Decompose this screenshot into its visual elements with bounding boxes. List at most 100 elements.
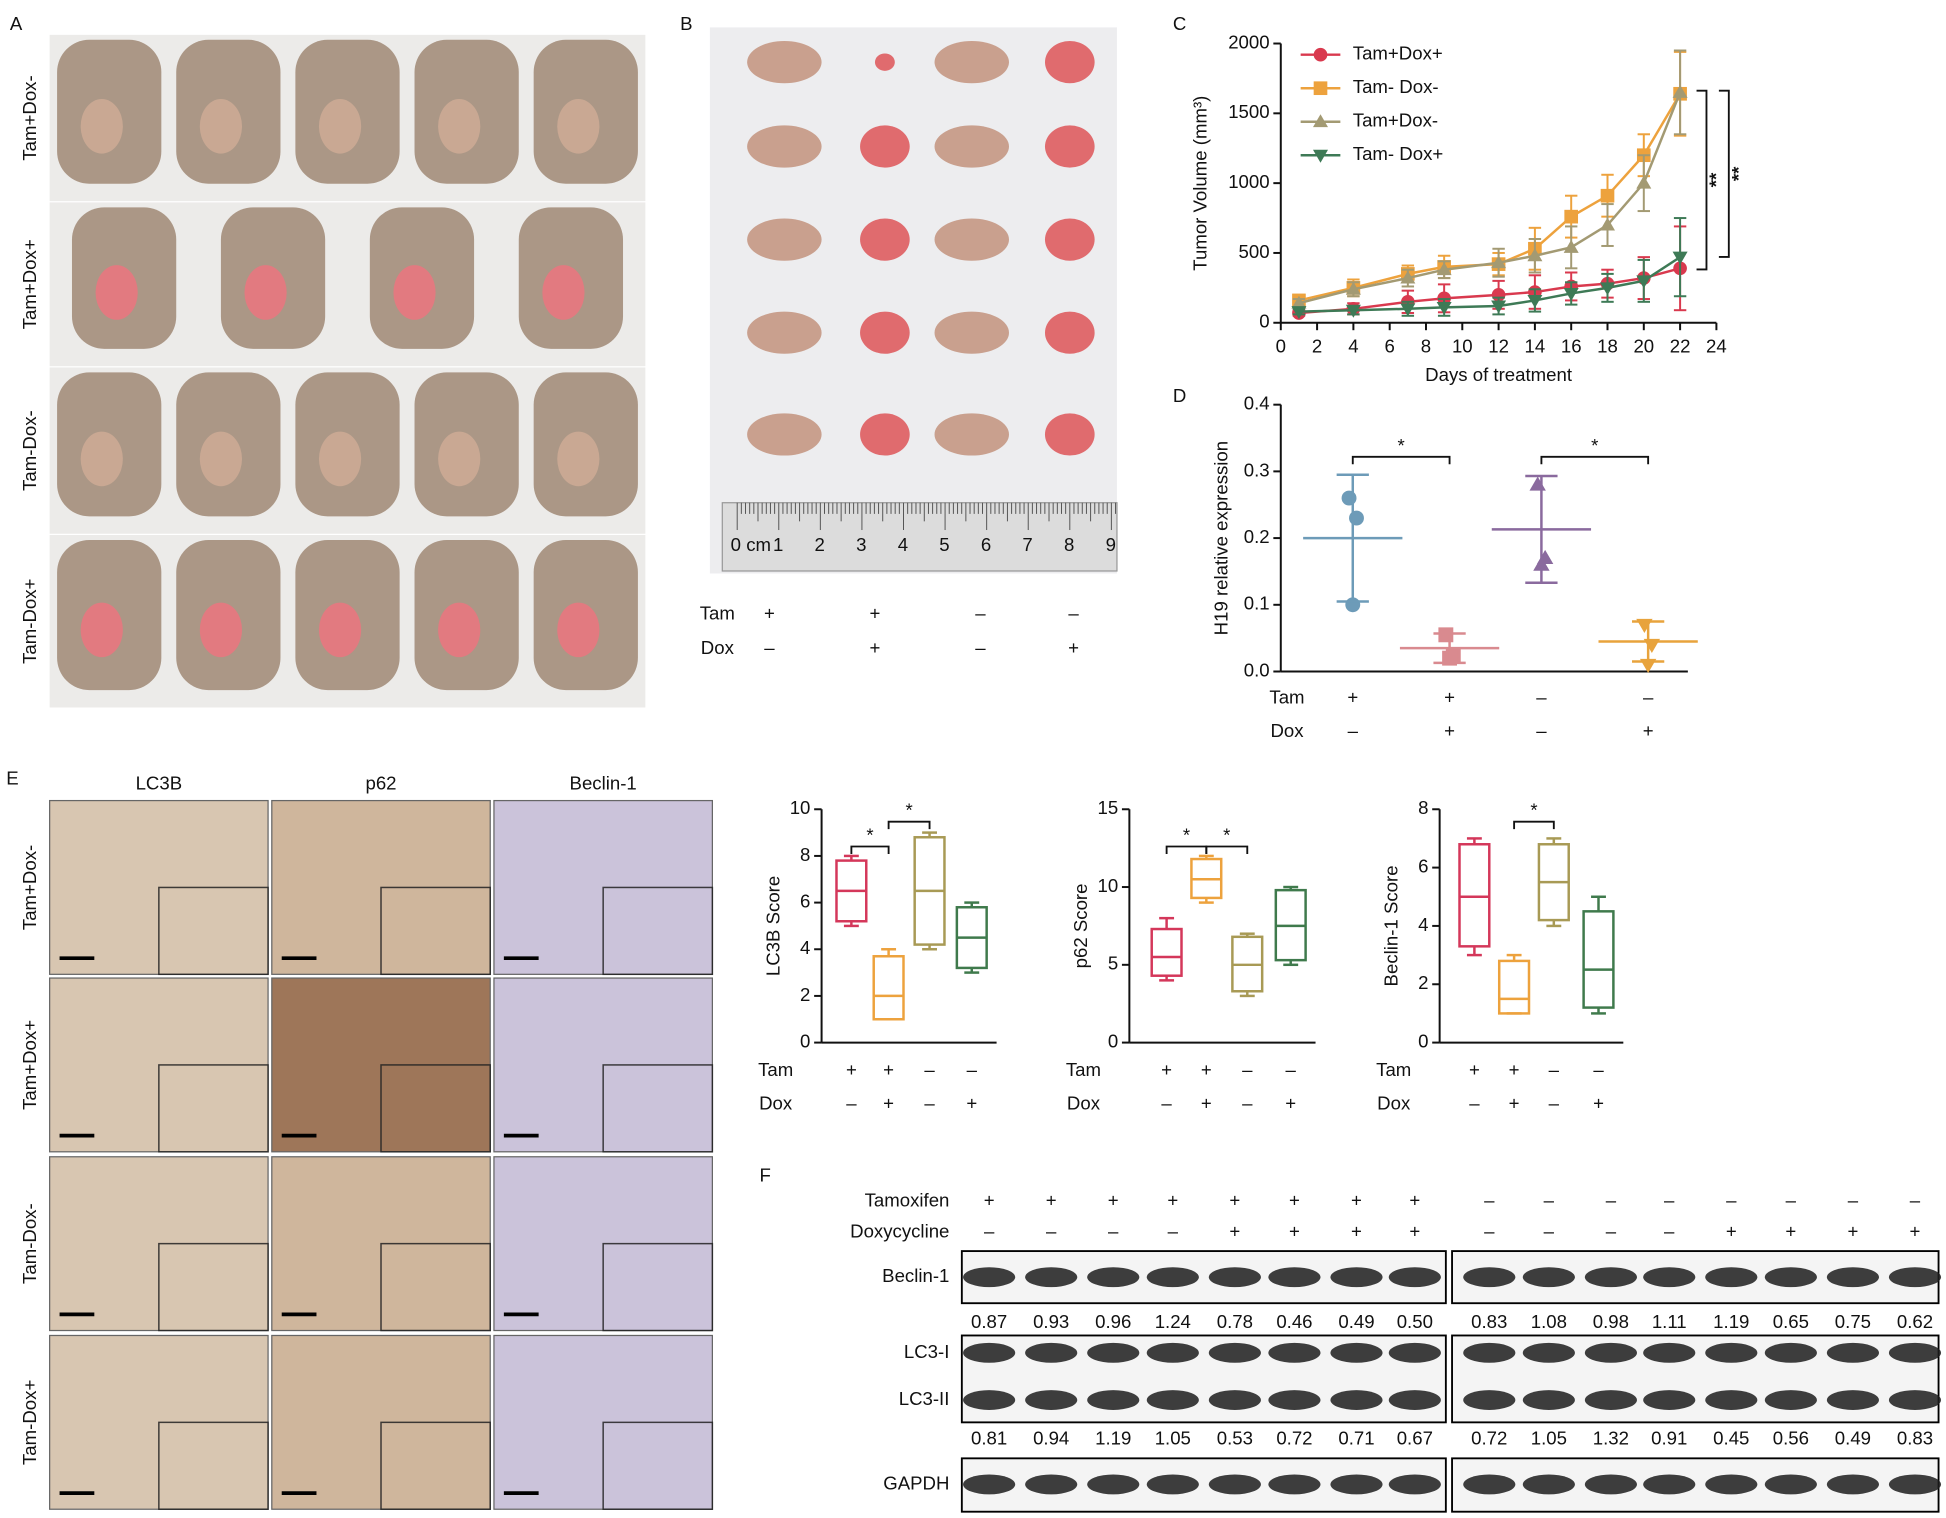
- ihc-inset: [380, 1064, 491, 1153]
- treatment-mark: –: [924, 1059, 935, 1080]
- band: [1025, 1342, 1078, 1363]
- ratio: 0.98: [1593, 1311, 1629, 1332]
- band: [1705, 1267, 1758, 1288]
- row-label: Dox: [759, 1093, 793, 1114]
- tumor: [1044, 311, 1095, 354]
- ratio: 0.83: [1471, 1311, 1507, 1332]
- marker: [1436, 301, 1452, 315]
- treatment-mark: +: [966, 1093, 977, 1114]
- row-label: Dox: [1067, 1093, 1101, 1114]
- band: [963, 1474, 1016, 1495]
- treatment-mark: +: [1201, 1093, 1212, 1114]
- ihc-inset: [158, 1064, 269, 1153]
- treatment-mark: –: [1544, 1189, 1555, 1210]
- treatment-mark: +: [1726, 1220, 1737, 1241]
- row-label: Tam-Dox+: [19, 1380, 40, 1465]
- band: [1888, 1474, 1942, 1495]
- tumor: [1044, 41, 1095, 84]
- ratio: 0.56: [1773, 1428, 1809, 1449]
- marker: [1436, 262, 1452, 276]
- band-label: Beclin-1: [882, 1265, 949, 1286]
- treatment-mark: +: [1161, 1059, 1172, 1080]
- tumor: [557, 98, 600, 154]
- ratio: 0.83: [1897, 1428, 1933, 1449]
- treatment-mark: –: [1536, 687, 1547, 708]
- marker: [1400, 270, 1416, 284]
- ihc-inset: [158, 886, 269, 976]
- treatment-mark: +: [1229, 1189, 1240, 1210]
- tumor: [80, 431, 123, 487]
- x-tick-label: 12: [1488, 336, 1509, 357]
- y-tick-label: 0.1: [1244, 593, 1270, 614]
- treatment-mark: –: [846, 1093, 857, 1114]
- ratio: 0.96: [1095, 1311, 1131, 1332]
- marker: [1313, 47, 1328, 62]
- row-label: Dox: [701, 637, 735, 658]
- marker: [1600, 188, 1615, 203]
- x-tick-label: 24: [1706, 336, 1727, 357]
- x-tick-label: 2: [1312, 336, 1322, 357]
- band: [1584, 1390, 1637, 1410]
- band: [1087, 1342, 1140, 1363]
- tumor: [860, 311, 910, 354]
- ratio: 0.53: [1217, 1428, 1253, 1449]
- x-tick-label: 0: [1276, 336, 1286, 357]
- row-label: Tam+Dox+: [19, 1020, 40, 1110]
- band-label: LC3-II: [899, 1388, 950, 1409]
- significance-bracket: [1696, 89, 1708, 271]
- ruler-label: 5: [939, 534, 949, 555]
- band: [1025, 1474, 1078, 1495]
- significance-bracket: [1540, 455, 1650, 465]
- y-tick-label: 2: [1418, 972, 1428, 993]
- band: [1764, 1390, 1817, 1410]
- treatment-mark: +: [1593, 1093, 1604, 1114]
- treatment-mark: +: [870, 602, 881, 623]
- tumor: [747, 413, 822, 456]
- series-line: [1298, 267, 1681, 315]
- treatment-mark: –: [967, 1059, 978, 1080]
- significance-bracket: [1351, 455, 1451, 465]
- treatment-mark: –: [1786, 1189, 1797, 1210]
- treatment-mark: +: [1167, 1189, 1178, 1210]
- row-label: Tam: [1376, 1059, 1411, 1080]
- band: [1388, 1342, 1441, 1363]
- band: [963, 1390, 1016, 1410]
- band: [1584, 1474, 1637, 1495]
- ihc-inset: [158, 1242, 269, 1332]
- band: [1643, 1267, 1696, 1288]
- y-tick-label: 1500: [1228, 101, 1269, 122]
- band: [1463, 1342, 1516, 1363]
- band: [1208, 1390, 1261, 1410]
- tumor: [934, 41, 1009, 84]
- marker: [1345, 304, 1361, 318]
- series-line: [1298, 93, 1682, 302]
- marker: [1313, 81, 1328, 96]
- ruler-label: 0 cm: [731, 534, 771, 555]
- treatment-mark: +: [1444, 720, 1455, 741]
- y-tick-label: 0.0: [1244, 659, 1270, 680]
- band: [1522, 1474, 1575, 1495]
- ratio: 1.08: [1531, 1311, 1567, 1332]
- band: [1388, 1474, 1441, 1495]
- y-tick-label: 0.4: [1244, 393, 1270, 414]
- band: [1764, 1474, 1817, 1495]
- treatment-mark: +: [1785, 1220, 1796, 1241]
- treatment-mark: +: [1347, 687, 1358, 708]
- band: [963, 1267, 1016, 1288]
- y-tick-label: 1000: [1228, 171, 1269, 192]
- band: [1087, 1390, 1140, 1410]
- ihc-inset: [158, 1421, 269, 1510]
- treatment-mark: +: [1409, 1220, 1420, 1241]
- band: [1268, 1390, 1321, 1410]
- tumor: [934, 311, 1009, 354]
- band: [1584, 1267, 1637, 1288]
- panel-label: A: [10, 13, 23, 34]
- band: [1208, 1342, 1261, 1363]
- treatment-mark: –: [1910, 1189, 1921, 1210]
- tumor: [747, 311, 822, 354]
- marker: [1527, 294, 1543, 308]
- y-tick-label: 10: [790, 797, 811, 818]
- treatment-mark: –: [984, 1220, 995, 1241]
- treatment-label: Tamoxifen: [865, 1189, 950, 1210]
